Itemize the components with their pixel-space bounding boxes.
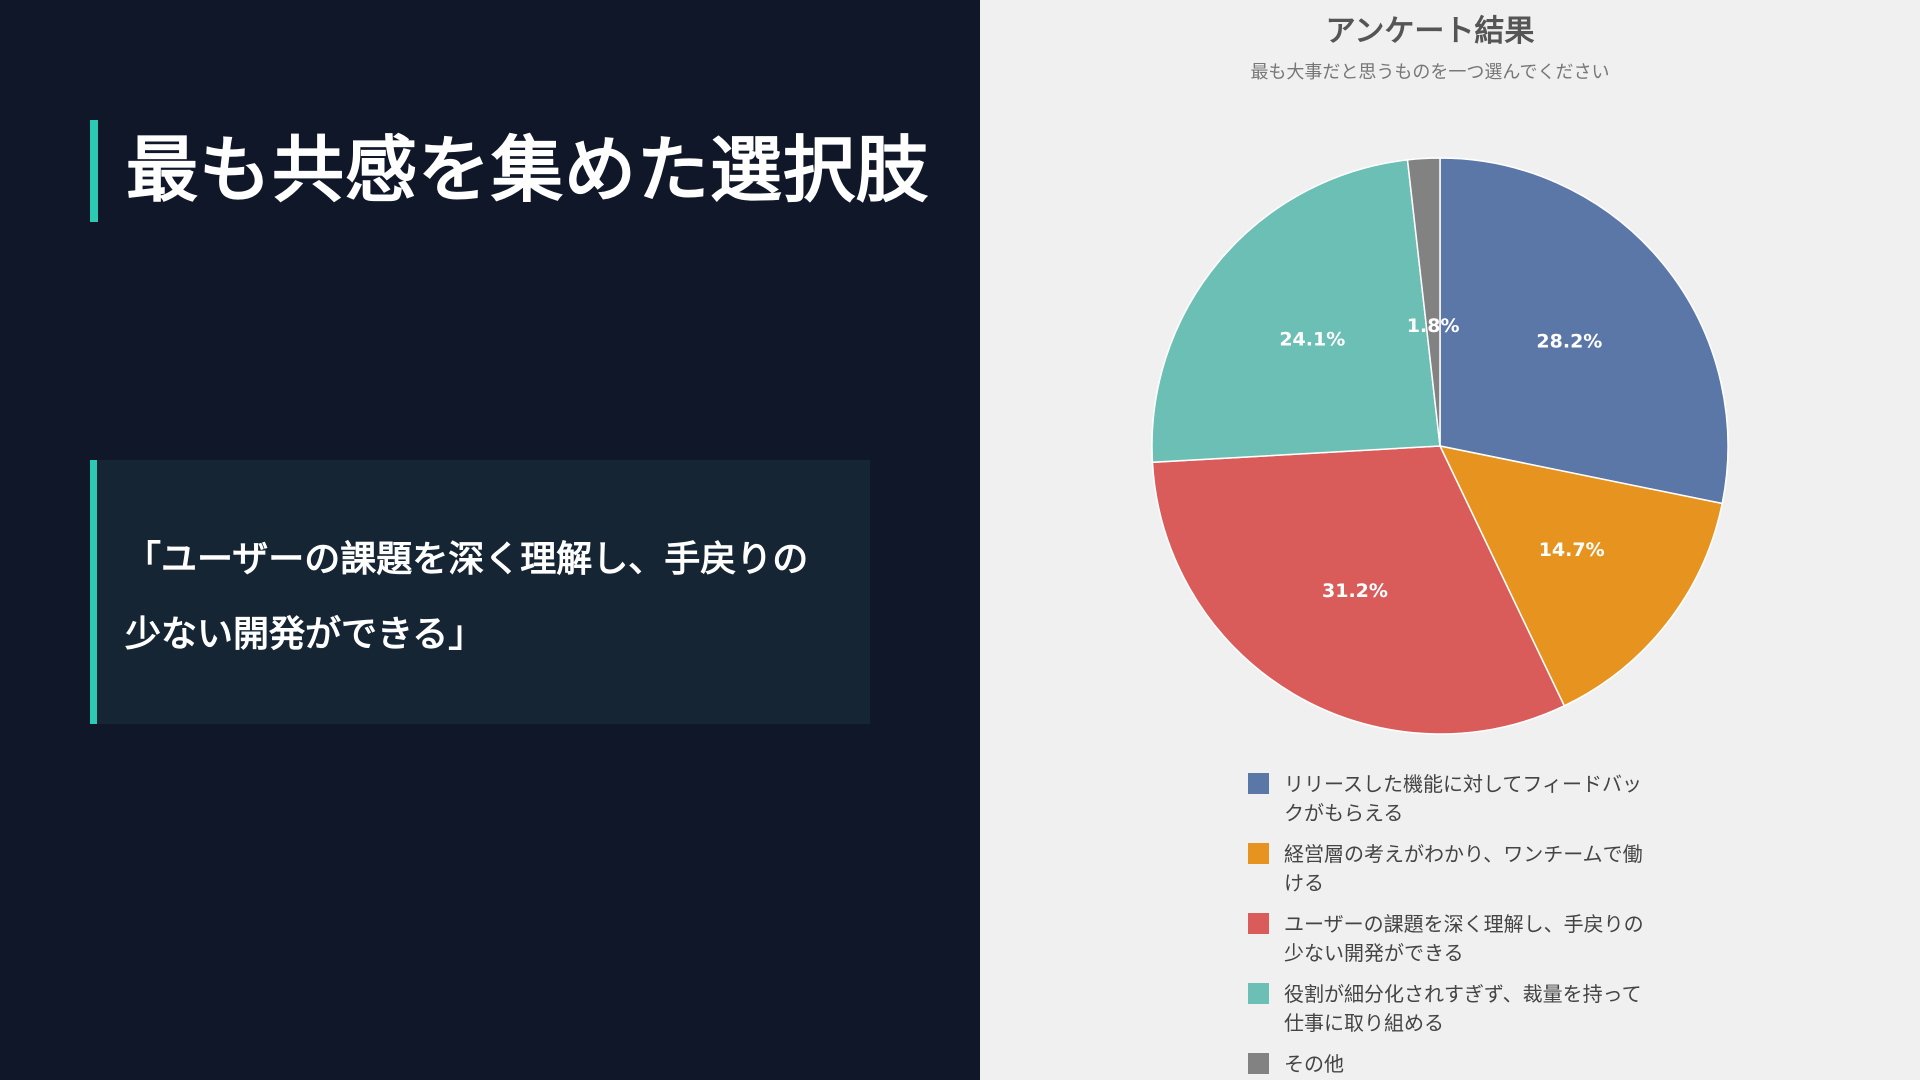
pie-slice [1151, 159, 1441, 464]
slice-value-label: 28.2% [1536, 330, 1602, 352]
pie-slice [1438, 444, 1724, 707]
legend-label: リリースした機能に対してフィードバックがもらえる [1284, 772, 1642, 825]
slide-title: 最も共感を集めた選択肢 [126, 128, 930, 212]
slice-value-label: 31.2% [1322, 580, 1388, 602]
legend-swatch [1248, 983, 1269, 1004]
left-panel: 最も共感を集めた選択肢 「ユーザーの課題を深く理解し、手戻りの少ない開発ができる… [0, 0, 980, 1080]
legend-label: 経営層の考えがわかり、ワンチームで働ける [1284, 842, 1643, 895]
pie-slice [1439, 157, 1729, 505]
slice-value-label: 14.7% [1539, 539, 1605, 561]
pie-slice [1406, 157, 1441, 447]
legend-item: 役割が細分化されすぎず、裁量を持って仕事に取り組める [1248, 980, 1648, 1038]
chart-subtitle: 最も大事だと思うものを一つ選んでください [1250, 62, 1610, 83]
legend-label: ユーザーの課題を深く理解し、手戻りの少ない開発ができる [1284, 912, 1644, 965]
pie-slice [1151, 445, 1566, 735]
legend-label: その他 [1284, 1052, 1344, 1076]
chart-panel: アンケート結果 最も大事だと思うものを一つ選んでください 28.2% 14.7% 3… [980, 0, 1920, 1080]
slice-value-label: 24.1% [1279, 328, 1345, 350]
legend-swatch [1248, 1053, 1269, 1074]
legend-swatch [1248, 843, 1269, 864]
legend-label: 役割が細分化されすぎず、裁量を持って仕事に取り組める [1284, 982, 1642, 1035]
quote-box: 「ユーザーの課題を深く理解し、手戻りの少ない開発ができる」 [90, 460, 870, 724]
slice-value-label: 1.8% [1407, 315, 1460, 337]
legend-item: 経営層の考えがわかり、ワンチームで働ける [1248, 840, 1648, 898]
pie-chart: 28.2% 14.7% 31.2% 24.1% 1.8% [1151, 157, 1729, 735]
legend-swatch [1248, 913, 1269, 934]
chart-legend: リリースした機能に対してフィードバックがもらえる 経営層の考えがわかり、ワンチーム… [1248, 770, 1648, 1080]
legend-swatch [1248, 773, 1269, 794]
legend-item: リリースした機能に対してフィードバックがもらえる [1248, 770, 1648, 828]
title-accent-bar [90, 120, 98, 222]
legend-item: ユーザーの課題を深く理解し、手戻りの少ない開発ができる [1248, 910, 1648, 968]
quote-text: 「ユーザーの課題を深く理解し、手戻りの少ない開発ができる」 [125, 539, 809, 655]
legend-item: その他 [1248, 1050, 1648, 1079]
chart-title: アンケート結果 [1325, 14, 1535, 49]
